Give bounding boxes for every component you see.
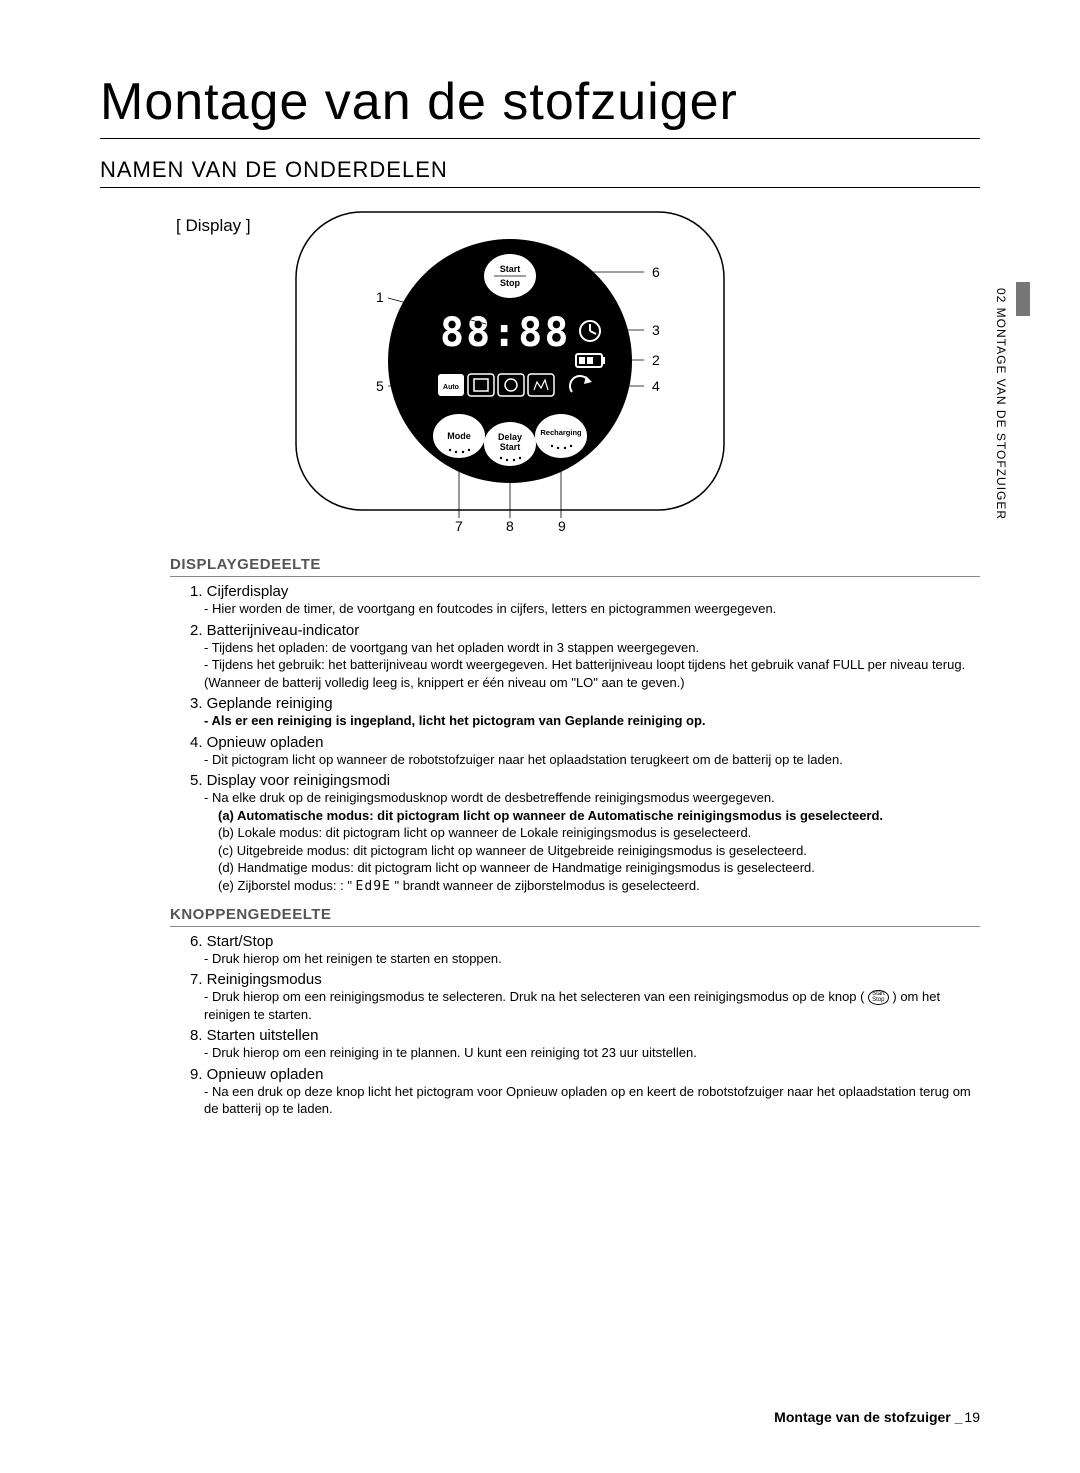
diagram-num-5: 5 — [376, 378, 384, 394]
item-description: - Druk hierop om het reinigen te starten… — [204, 950, 980, 968]
diagram-num-4: 4 — [652, 378, 660, 394]
item-title: 5. Display voor reinigingsmodi — [190, 772, 390, 789]
diagram-num-9: 9 — [558, 518, 566, 534]
item-title: 1. Cijferdisplay — [190, 583, 288, 600]
button-items-list: 6. Start/Stop- Druk hierop om het reinig… — [190, 933, 980, 1118]
list-item: 1. Cijferdisplay- Hier worden de timer, … — [190, 583, 980, 618]
svg-text:Stop: Stop — [500, 278, 520, 288]
list-item: 5. Display voor reinigingsmodi- Na elke … — [190, 772, 980, 895]
item-description: - Tijdens het opladen: de voortgang van … — [204, 639, 980, 657]
side-tab-text: 02 MONTAGE VAN DE STOFZUIGER — [994, 288, 1008, 520]
list-item: 2. Batterijniveau-indicator- Tijdens het… — [190, 622, 980, 692]
item-sublist: (a) Automatische modus: dit pictogram li… — [218, 807, 980, 896]
item-title: 9. Opnieuw opladen — [190, 1066, 323, 1083]
item-title: 2. Batterijniveau-indicator — [190, 622, 359, 639]
item-description: - Tijdens het gebruik: het batterijnivea… — [204, 656, 980, 691]
diagram-num-3: 3 — [652, 322, 660, 338]
item-description: - Druk hierop om een reiniging in te pla… — [204, 1044, 980, 1062]
list-item: 8. Starten uitstellen- Druk hierop om ee… — [190, 1027, 980, 1062]
diagram-num-2: 2 — [652, 352, 660, 368]
display-bracket-label: [ Display ] — [176, 216, 251, 236]
display-section-heading: DISPLAYGEDEELTE — [170, 556, 980, 577]
list-item: 6. Start/Stop- Druk hierop om het reinig… — [190, 933, 980, 968]
sublist-item: (b) Lokale modus: dit pictogram licht op… — [218, 824, 980, 842]
item-description: - Hier worden de timer, de voortgang en … — [204, 600, 980, 618]
main-title: Montage van de stofzuiger — [100, 72, 980, 139]
list-item: 4. Opnieuw opladen- Dit pictogram licht … — [190, 734, 980, 769]
item-title: 7. Reinigingsmodus — [190, 971, 322, 988]
display-items-list: 1. Cijferdisplay- Hier worden de timer, … — [190, 583, 980, 896]
svg-text:Start: Start — [500, 264, 521, 274]
start-stop-icon: Start Stop — [868, 990, 889, 1005]
diagram-num-7: 7 — [455, 518, 463, 534]
svg-text:Delay: Delay — [498, 432, 522, 442]
item-description: - Na een druk op deze knop licht het pic… — [204, 1083, 980, 1118]
item-title: 4. Opnieuw opladen — [190, 734, 323, 751]
item-title: 3. Geplande reiniging — [190, 695, 333, 712]
item-description: - Als er een reiniging is ingepland, lic… — [204, 712, 980, 730]
diagram-num-6: 6 — [652, 264, 660, 280]
footer-text: Montage van de stofzuiger _ — [774, 1409, 962, 1425]
sublist-item: (d) Handmatige modus: dit pictogram lich… — [218, 859, 980, 877]
page-footer: Montage van de stofzuiger _19 — [774, 1409, 980, 1425]
list-item: 3. Geplande reiniging- Als er een reinig… — [190, 695, 980, 730]
svg-text:Recharging: Recharging — [540, 428, 582, 437]
display-diagram: [ Display ] Start Stop 88:88 Auto — [170, 206, 980, 536]
section-title: NAMEN VAN DE ONDERDELEN — [100, 157, 980, 188]
button-section-heading: KNOPPENGEDEELTE — [170, 906, 980, 927]
item-description: - Druk hierop om een reinigingsmodus te … — [204, 988, 980, 1023]
item-description: - Na elke druk op de reinigingsmodusknop… — [204, 789, 980, 807]
diagram-num-1: 1 — [376, 289, 384, 305]
item-title: 8. Starten uitstellen — [190, 1027, 318, 1044]
list-item: 7. Reinigingsmodus- Druk hierop om een r… — [190, 971, 980, 1023]
edge-glyph: Ed9E — [356, 879, 391, 894]
svg-text:Auto: Auto — [443, 384, 459, 391]
sublist-item: (a) Automatische modus: dit pictogram li… — [218, 807, 980, 825]
device-illustration: Start Stop 88:88 Auto Mode — [290, 206, 730, 536]
diagram-num-8: 8 — [506, 518, 514, 534]
item-title: 6. Start/Stop — [190, 933, 273, 950]
footer-page-number: 19 — [964, 1409, 980, 1425]
svg-text:Mode: Mode — [447, 431, 471, 441]
sublist-item: (e) Zijborstel modus: : " Ed9E " brandt … — [218, 877, 980, 896]
svg-text:Start: Start — [500, 442, 521, 452]
side-chapter-tab: 02 MONTAGE VAN DE STOFZUIGER — [990, 280, 1012, 528]
sublist-item: (c) Uitgebreide modus: dit pictogram lic… — [218, 842, 980, 860]
item-description: - Dit pictogram licht op wanneer de robo… — [204, 751, 980, 769]
side-tab-box — [1016, 282, 1030, 316]
list-item: 9. Opnieuw opladen- Na een druk op deze … — [190, 1066, 980, 1118]
